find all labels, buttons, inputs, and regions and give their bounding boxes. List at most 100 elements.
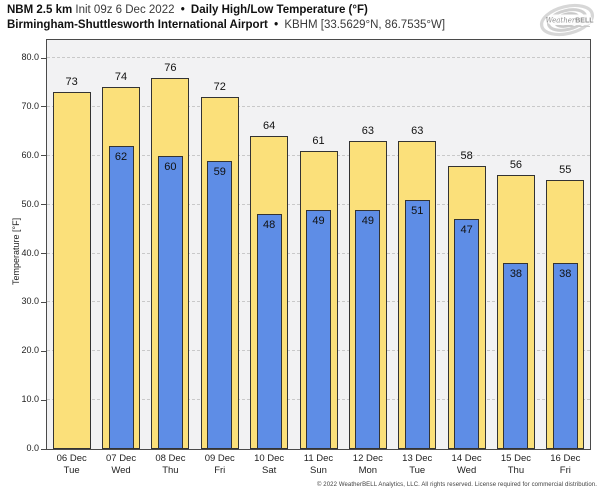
product-name: Daily High/Low Temperature (°F) xyxy=(190,4,368,16)
model-name: NBM 2.5 km xyxy=(7,4,73,16)
y-tick-label: 80.0 xyxy=(21,52,39,63)
high-value-label: 63 xyxy=(411,125,424,138)
y-tick-label: 50.0 xyxy=(21,198,39,209)
copyright-notice: © 2022 WeatherBELL Analytics, LLC. All r… xyxy=(317,482,597,488)
x-tick-date: 13 Dec xyxy=(402,453,433,464)
x-tick-date: 11 Dec xyxy=(303,453,334,464)
x-tick-label: 13 Dec Tue xyxy=(393,453,442,476)
y-tick-label: 60.0 xyxy=(21,149,39,160)
low-value-label: 62 xyxy=(114,151,128,164)
y-tick-mark xyxy=(41,204,46,206)
x-tick-day: Thu xyxy=(162,464,179,476)
low-value-label: 47 xyxy=(460,224,473,237)
low-bar xyxy=(503,263,529,449)
weatherbell-logo: WeatherBELL xyxy=(538,2,596,43)
weatherbell-swirl-icon: WeatherBELL xyxy=(539,3,594,37)
x-tick-date: 08 Dec xyxy=(155,453,186,464)
subtitle-separator: • xyxy=(274,19,279,31)
high-value-label: 58 xyxy=(460,149,473,162)
x-tick-day: Wed xyxy=(111,464,131,476)
y-tick-mark xyxy=(41,350,46,352)
x-tick-day: Thu xyxy=(507,464,525,476)
high-value-label: 76 xyxy=(164,61,177,74)
x-tick-date: 16 Dec xyxy=(550,453,581,464)
low-bar xyxy=(207,160,233,449)
gridline xyxy=(47,105,590,107)
high-value-label: 74 xyxy=(114,71,128,84)
station-name: Birmingham-Shuttlesworth International A… xyxy=(7,19,268,31)
svg-text:WeatherBELL: WeatherBELL xyxy=(545,17,594,25)
y-tick-mark xyxy=(41,155,46,157)
gridline xyxy=(47,57,590,59)
title-line-1: NBM 2.5 km Init 09z 6 Dec 2022 • Daily H… xyxy=(7,3,445,18)
x-tick-label: 08 Dec Thu xyxy=(146,453,195,476)
x-tick-day: Tue xyxy=(409,464,426,476)
station-id: KBHM [33.5629°N, 86.7535°W] xyxy=(284,19,446,31)
y-tick-mark xyxy=(41,301,46,303)
chart-header: NBM 2.5 km Init 09z 6 Dec 2022 • Daily H… xyxy=(7,3,445,33)
x-tick-date: 14 Dec xyxy=(451,453,482,464)
x-tick-label: 11 Dec Sun xyxy=(294,453,343,476)
logo-text-weather: Weather xyxy=(545,17,575,25)
low-value-label: 49 xyxy=(361,214,374,227)
low-bar xyxy=(157,155,183,449)
x-tick-label: 14 Dec Wed xyxy=(442,453,491,476)
plot-area: Temperature [°F] 0.0 10.0 20.0 30.0 40.0 50.0… xyxy=(11,39,591,476)
y-tick-label: 70.0 xyxy=(21,100,39,111)
y-tick-mark xyxy=(41,253,46,255)
title-separator: • xyxy=(180,4,185,16)
logo-text-bell: BELL xyxy=(575,18,594,25)
x-tick-label: 15 Dec Thu xyxy=(491,453,540,476)
x-tick-day: Sun xyxy=(310,464,327,476)
y-tick-mark xyxy=(41,399,46,401)
high-value-label: 63 xyxy=(361,125,374,138)
high-bar xyxy=(52,92,91,449)
low-bar xyxy=(454,219,480,449)
y-tick-label: 30.0 xyxy=(21,296,39,307)
low-bar xyxy=(552,263,578,449)
x-tick-label: 12 Dec Mon xyxy=(343,453,392,476)
x-tick-label: 09 Dec Fri xyxy=(195,453,244,476)
x-tick-label: 07 Dec Wed xyxy=(96,453,145,476)
high-value-label: 61 xyxy=(312,134,325,147)
low-bar xyxy=(404,199,430,449)
low-bar xyxy=(108,146,134,449)
x-tick-day: Wed xyxy=(456,464,477,476)
y-tick-label: 0.0 xyxy=(26,443,39,453)
x-tick-label: 10 Dec Sat xyxy=(244,453,293,476)
high-value-label: 72 xyxy=(213,81,226,94)
x-tick-date: 10 Dec xyxy=(254,453,285,464)
x-tick-day: Sat xyxy=(262,464,277,476)
x-tick-day: Fri xyxy=(214,464,226,476)
low-bar xyxy=(256,214,282,449)
low-value-label: 59 xyxy=(213,165,226,178)
y-tick-mark xyxy=(41,448,46,450)
high-value-label: 64 xyxy=(263,120,276,133)
x-tick-day: Mon xyxy=(358,464,378,476)
y-tick-label: 20.0 xyxy=(21,345,39,356)
x-tick-date: 09 Dec xyxy=(204,453,235,464)
x-tick-date: 06 Dec xyxy=(56,453,87,464)
low-bar xyxy=(355,209,381,449)
high-value-label: 73 xyxy=(65,76,78,89)
low-value-label: 38 xyxy=(559,268,572,281)
x-tick-date: 07 Dec xyxy=(105,453,137,464)
x-tick-date: 12 Dec xyxy=(352,453,383,464)
low-value-label: 60 xyxy=(164,160,177,173)
x-tick-date: 15 Dec xyxy=(500,453,531,464)
low-value-label: 38 xyxy=(509,268,523,281)
x-tick-label: 06 Dec Tue xyxy=(47,453,96,476)
title-line-2: Birmingham-Shuttlesworth International A… xyxy=(7,18,445,33)
x-tick-day: Tue xyxy=(63,464,80,476)
low-bar xyxy=(306,209,331,449)
low-value-label: 51 xyxy=(411,204,424,217)
low-value-label: 48 xyxy=(263,219,276,232)
y-tick-label: 10.0 xyxy=(21,394,39,405)
y-tick-mark xyxy=(41,57,46,59)
x-tick-label: 16 Dec Fri xyxy=(541,453,590,476)
x-tick-day: Fri xyxy=(559,464,571,476)
y-tick-mark xyxy=(41,106,46,108)
y-tick-label: 40.0 xyxy=(21,247,39,258)
low-value-label: 49 xyxy=(312,214,325,227)
